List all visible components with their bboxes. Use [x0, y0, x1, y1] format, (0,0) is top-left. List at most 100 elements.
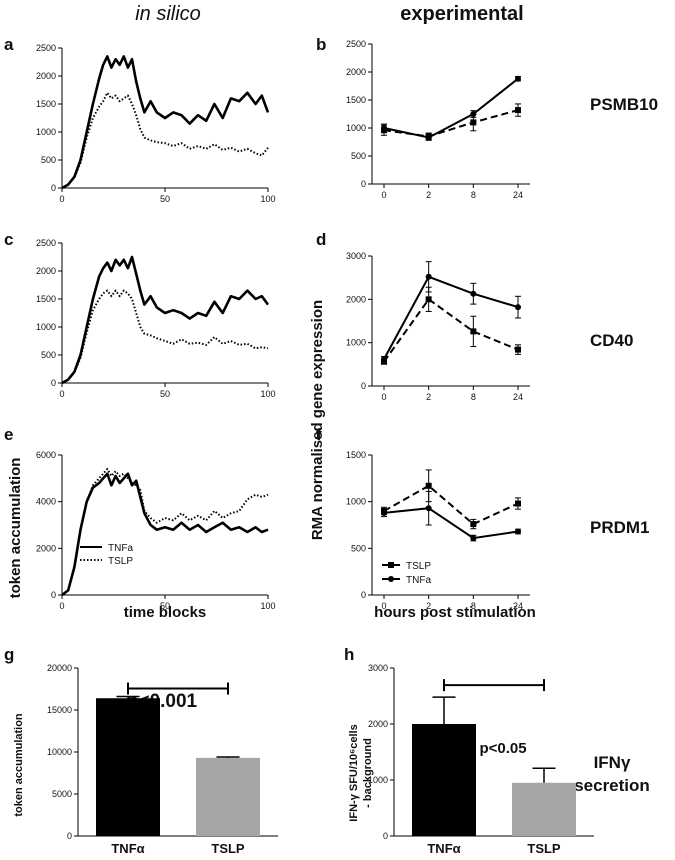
panel-label-e: e — [4, 425, 13, 444]
panel-g: g token accumulation p<0.001 05000100001… — [4, 645, 278, 856]
f-ytick-label-1500: 1500 — [346, 450, 366, 460]
f-marker-tnfa-2 — [470, 535, 477, 542]
d-xtick-label-0: 0 — [381, 392, 386, 402]
g-ytick-label-0: 0 — [67, 831, 72, 841]
b-ytick-label-1000: 1000 — [346, 123, 366, 133]
a-xtick-label-0: 0 — [59, 194, 64, 204]
f-marker-tslp-0 — [381, 508, 387, 514]
b-xtick-label-2: 2 — [426, 190, 431, 200]
header-experimental: experimental — [400, 3, 523, 25]
h-ytick-label-1000: 1000 — [368, 775, 388, 785]
panel-label-a: a — [4, 35, 14, 54]
c-series-tslp — [61, 289, 269, 384]
f-xtick-label-2: 2 — [426, 601, 431, 611]
c-xtick-label-100: 100 — [260, 389, 275, 399]
b-marker-tnfa-3 — [515, 75, 521, 82]
d-series-tnfa — [383, 275, 519, 360]
b-marker-tslp-3 — [515, 107, 521, 114]
b-series-tslp — [383, 109, 519, 138]
h-bar-1 — [512, 782, 576, 836]
panel-a: a 0 500 1000 1500 2000 2500 0 50 100 — [4, 35, 276, 204]
d-marker-tnfa-2 — [470, 290, 477, 297]
panel-e: e 0 2000 4000 6000 0 50 100 TNFa TSLP — [4, 425, 276, 611]
d-ytick-label-1000: 1000 — [346, 338, 366, 348]
f-marker-tslp-1 — [425, 482, 432, 489]
e-ytick-label-0: 0 — [51, 590, 56, 600]
left-x-axis-label: time blocks — [124, 604, 207, 621]
d-marker-tslp-0 — [381, 358, 387, 365]
e-legend-label-tnfa: TNFa — [108, 543, 133, 554]
a-ytick-label-500: 500 — [41, 155, 56, 165]
f-marker-tslp-2 — [470, 521, 477, 528]
f-ytick-label-500: 500 — [351, 543, 366, 553]
b-xtick-label-24: 24 — [513, 190, 523, 200]
d-series-tslp — [383, 297, 519, 363]
b-xtick-label-0: 0 — [381, 190, 386, 200]
d-ytick-label-2000: 2000 — [346, 294, 366, 304]
b-ytick-label-500: 500 — [351, 151, 366, 161]
b-marker-tslp-2 — [470, 119, 477, 126]
d-xtick-label-2: 2 — [426, 392, 431, 402]
c-ytick-label-2000: 2000 — [36, 266, 56, 276]
right-x-axis-label: hours post stimulation — [374, 604, 536, 621]
f-legend-marker-tnfa — [388, 576, 394, 582]
a-series-tnfa — [61, 55, 270, 190]
b-ytick-label-2500: 2500 — [346, 39, 366, 49]
panel-f: f PRDM1 0 500 1000 1500 0 2 8 24 TSLP TNFa — [316, 425, 650, 611]
e-legend-label-tslp: TSLP — [108, 556, 133, 567]
d-ytick-label-0: 0 — [361, 381, 366, 391]
f-marker-tslp-3 — [515, 500, 521, 507]
a-ytick-label-2500: 2500 — [36, 43, 56, 53]
panel-label-c: c — [4, 230, 13, 249]
f-marker-tnfa-3 — [515, 528, 521, 535]
c-ytick-label-0: 0 — [51, 378, 56, 388]
g-ytick-label-15000: 15000 — [47, 705, 72, 715]
b-ytick-label-1500: 1500 — [346, 95, 366, 105]
g-category-label-0: TNFα — [111, 841, 144, 856]
h-category-label-1: TSLP — [527, 841, 561, 856]
f-xtick-label-8: 8 — [471, 601, 476, 611]
h-category-label-0: TNFα — [427, 841, 460, 856]
e-ytick-label-2000: 2000 — [36, 543, 56, 553]
e-series-tslp — [61, 468, 269, 596]
c-ytick-label-1000: 1000 — [36, 322, 56, 332]
h-side-label-1: IFNγ — [594, 753, 631, 772]
a-series-tslp — [61, 91, 269, 189]
b-xtick-label-8: 8 — [471, 190, 476, 200]
a-ytick-label-0: 0 — [51, 183, 56, 193]
panel-label-g: g — [4, 645, 14, 664]
g-y-axis-label: token accumulation — [13, 713, 25, 817]
h-ytick-label-2000: 2000 — [368, 719, 388, 729]
h-y-axis-label-1: IFN-γ SFU/10⁶cells — [348, 724, 360, 821]
e-ytick-label-6000: 6000 — [36, 450, 56, 460]
h-bar-0 — [412, 724, 476, 836]
c-xtick-label-0: 0 — [59, 389, 64, 399]
panel-d: d CD40 0 1000 2000 3000 0 2 8 24 — [316, 230, 633, 402]
right-y-axis-label: RMA normalised gene expression — [309, 300, 326, 540]
c-ytick-label-1500: 1500 — [36, 294, 56, 304]
f-series-tnfa — [383, 507, 519, 540]
b-ytick-label-0: 0 — [361, 179, 366, 189]
f-ytick-label-1000: 1000 — [346, 497, 366, 507]
a-xtick-label-100: 100 — [260, 194, 275, 204]
a-ytick-label-1000: 1000 — [36, 127, 56, 137]
e-ytick-label-4000: 4000 — [36, 497, 56, 507]
g-ytick-label-10000: 10000 — [47, 747, 72, 757]
e-xtick-label-0: 0 — [59, 601, 64, 611]
g-category-label-1: TSLP — [211, 841, 245, 856]
d-marker-tslp-3 — [515, 346, 521, 353]
d-marker-tnfa-3 — [515, 304, 521, 311]
panel-label-d: d — [316, 230, 326, 249]
h-ytick-label-3000: 3000 — [368, 663, 388, 673]
f-series-tslp — [383, 484, 519, 526]
d-marker-tslp-1 — [425, 296, 432, 303]
a-xtick-label-50: 50 — [160, 194, 170, 204]
gene-label-cd40: CD40 — [590, 331, 633, 350]
f-legend-marker-tslp — [388, 562, 394, 568]
d-xtick-label-8: 8 — [471, 392, 476, 402]
header-in-silico: in silico — [135, 3, 201, 25]
e-xtick-label-50: 50 — [160, 601, 170, 611]
b-marker-tslp-0 — [381, 127, 387, 134]
panel-label-b: b — [316, 35, 326, 54]
